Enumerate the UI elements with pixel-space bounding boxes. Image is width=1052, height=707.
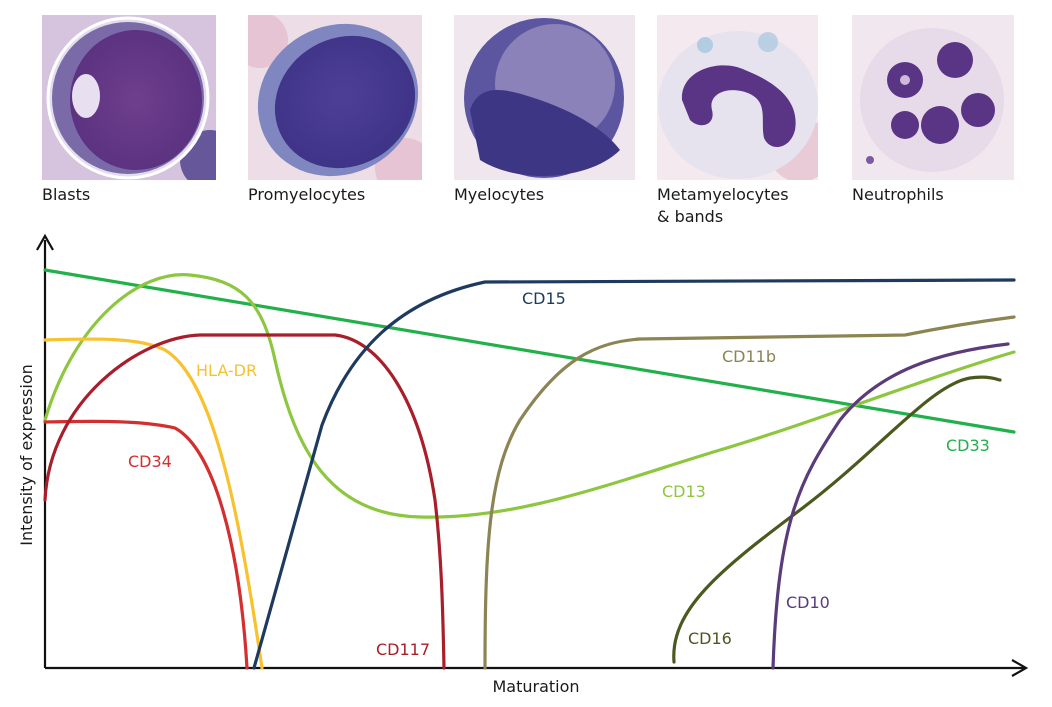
curve-cd11b [483, 315, 1016, 670]
curve-hladr [43, 337, 264, 670]
curve-cd16 [672, 375, 1002, 664]
stage-label-blasts: Blasts [42, 185, 90, 204]
x-axis-label: Maturation [492, 677, 579, 696]
label-cd11b: CD11b [722, 347, 776, 366]
stage-label-metamyelocytes: Metamyelocytes [657, 185, 789, 204]
stage-label-metamyelocytes-line2: & bands [657, 207, 723, 226]
label-cd15: CD15 [522, 289, 566, 308]
y-axis-arrowhead [36, 233, 54, 251]
curve-cd10 [771, 342, 1010, 670]
curve-cd13 [43, 273, 1016, 519]
label-cd13: CD13 [662, 482, 706, 501]
stage-label-neutrophils: Neutrophils [852, 185, 944, 204]
metamyelocyte-cell-image [657, 15, 818, 180]
curve-cd117 [43, 333, 446, 670]
x-axis-arrowhead [1011, 659, 1029, 677]
axes: Maturation Intensity of expression [17, 233, 1029, 696]
stage-label-myelocytes: Myelocytes [454, 185, 544, 204]
promyelocyte-cell-image [248, 15, 422, 180]
expression-curves [43, 268, 1016, 670]
blast-cell-image [42, 15, 216, 180]
curve-cd15 [252, 278, 1016, 670]
curve-cd34 [43, 419, 249, 670]
label-cd16: CD16 [688, 629, 732, 648]
label-cd117: CD117 [376, 640, 430, 659]
stage-label-promyelocytes: Promyelocytes [248, 185, 365, 204]
neutrophil-cell-image [852, 15, 1014, 180]
y-axis-label: Intensity of expression [17, 364, 36, 546]
myelocyte-cell-image [454, 15, 635, 180]
label-hladr: HLA-DR [196, 361, 257, 380]
label-cd33: CD33 [946, 436, 990, 455]
label-cd10: CD10 [786, 593, 830, 612]
label-cd34: CD34 [128, 452, 172, 471]
